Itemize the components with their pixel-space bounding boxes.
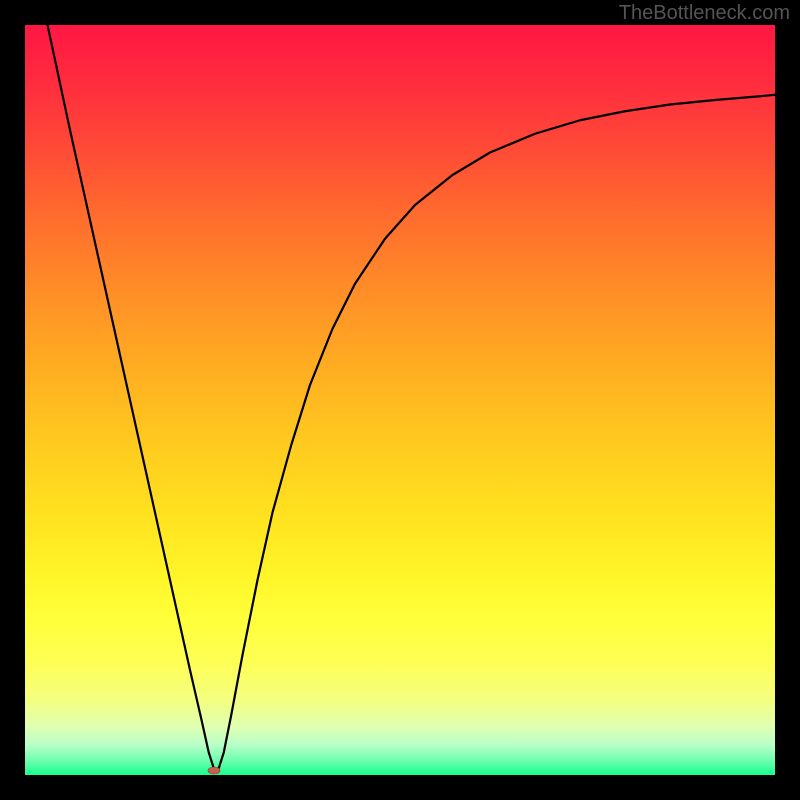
chart-background (25, 25, 775, 775)
optimal-point-marker (208, 767, 220, 774)
chart-plot-area (25, 25, 775, 775)
bottleneck-curve-chart (25, 25, 775, 775)
watermark-text: TheBottleneck.com (619, 2, 790, 25)
